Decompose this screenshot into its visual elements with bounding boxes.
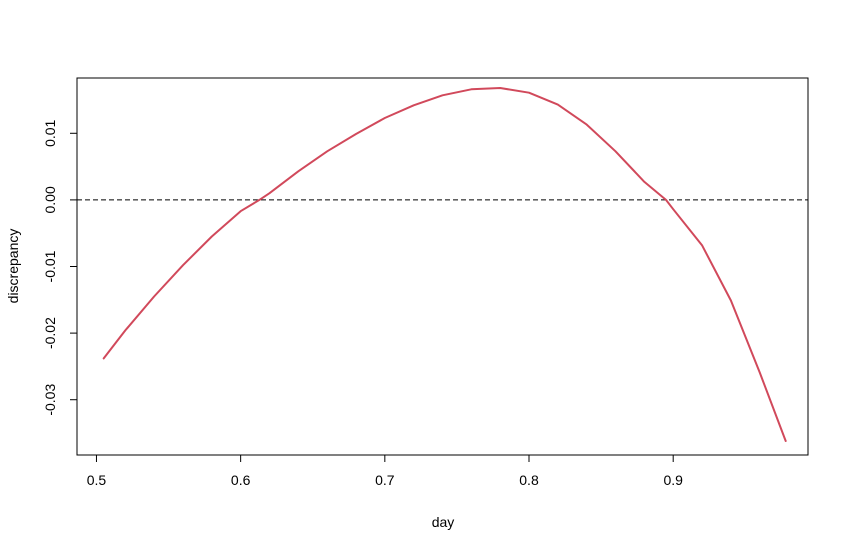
series-line — [102, 87, 787, 442]
y-tick-label: 0.01 — [42, 119, 58, 146]
x-tick-label: 0.5 — [87, 472, 107, 488]
y-tick-label: -0.02 — [42, 317, 58, 349]
x-axis-title: day — [432, 514, 455, 530]
x-tick-label: 0.6 — [231, 472, 251, 488]
y-axis-title: discrepancy — [5, 229, 21, 304]
x-tick-label: 0.9 — [663, 472, 683, 488]
x-tick-label: 0.8 — [519, 472, 539, 488]
x-axis: 0.5 0.6 0.7 0.8 0.9 — [87, 454, 683, 488]
plot-frame — [76, 77, 809, 456]
y-tick-label: 0.00 — [42, 186, 58, 213]
y-axis: -0.03 -0.02 -0.01 0.00 0.01 — [42, 119, 78, 416]
x-tick-label: 0.7 — [375, 472, 395, 488]
y-tick-label: -0.01 — [42, 250, 58, 282]
y-tick-label: -0.03 — [42, 384, 58, 416]
